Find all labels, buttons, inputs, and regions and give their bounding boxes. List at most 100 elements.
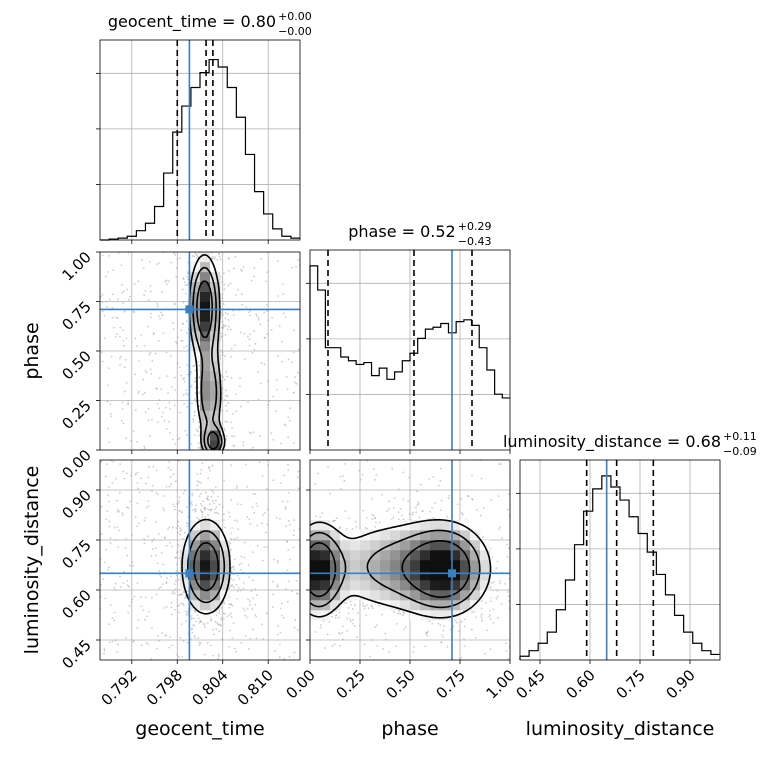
sample-point — [253, 275, 256, 278]
sample-point — [194, 369, 197, 372]
sample-point — [197, 392, 200, 395]
sample-point — [343, 479, 346, 482]
density-cell — [190, 271, 201, 282]
density-cell — [210, 390, 221, 401]
sample-point — [143, 447, 146, 450]
sample-point — [122, 302, 125, 305]
density-cell — [460, 600, 471, 611]
sample-point — [179, 533, 182, 536]
sample-point — [176, 653, 178, 656]
sample-point — [101, 254, 104, 257]
sample-point — [158, 532, 160, 535]
density-cell — [350, 570, 361, 581]
sample-point — [470, 628, 473, 631]
sample-point — [426, 634, 429, 637]
density-cell — [370, 560, 381, 571]
sample-point — [337, 632, 340, 634]
sample-point — [403, 612, 405, 615]
sample-point — [426, 631, 428, 634]
sample-point — [198, 481, 200, 484]
sample-point — [173, 252, 176, 254]
sample-point — [463, 618, 466, 621]
sample-point — [507, 595, 510, 598]
sample-point — [118, 357, 121, 360]
sample-point — [255, 637, 258, 640]
sample-point — [236, 536, 238, 539]
sample-point — [150, 555, 153, 557]
sample-point — [223, 617, 225, 620]
density-cell — [380, 590, 391, 601]
sample-point — [180, 339, 183, 342]
sample-point — [152, 465, 155, 468]
sample-point — [488, 615, 491, 618]
sample-point — [267, 464, 269, 466]
sample-point — [371, 518, 374, 520]
density-cell — [210, 380, 221, 391]
sample-point — [238, 385, 241, 388]
sample-point — [347, 606, 350, 609]
sample-point — [200, 469, 203, 471]
density-cell — [410, 580, 421, 591]
sample-point — [240, 293, 243, 296]
sample-point — [117, 643, 119, 646]
density-cell — [480, 560, 491, 571]
sample-point — [165, 582, 168, 584]
sample-point — [274, 650, 276, 653]
density-cell — [310, 530, 321, 541]
sample-point — [160, 576, 162, 578]
sample-point — [138, 522, 141, 525]
sample-point — [222, 327, 225, 329]
density-cell — [370, 530, 381, 541]
sample-point — [198, 495, 201, 498]
sample-point — [221, 353, 224, 356]
density-cell — [360, 550, 371, 561]
sample-point — [498, 463, 501, 466]
sample-point — [143, 391, 146, 394]
sample-point — [244, 609, 246, 612]
sample-point — [362, 604, 364, 607]
sample-point — [152, 538, 155, 541]
sample-point — [174, 389, 176, 392]
sample-point — [293, 626, 296, 629]
sample-point — [154, 521, 157, 523]
sample-point — [184, 595, 187, 598]
sample-point — [217, 512, 220, 515]
sample-point — [211, 628, 214, 631]
density-cell — [200, 400, 211, 411]
density-cell — [470, 580, 481, 591]
sample-point — [431, 622, 434, 625]
sample-point — [132, 310, 135, 313]
density-cell — [470, 590, 481, 601]
contour-line — [192, 266, 223, 450]
sample-point — [110, 415, 113, 418]
sample-point — [181, 655, 184, 658]
sample-point — [116, 526, 119, 528]
sample-point — [276, 379, 278, 381]
density-cell — [360, 540, 371, 551]
sample-point — [117, 529, 120, 532]
sample-point — [235, 410, 238, 413]
density-cell — [200, 520, 211, 531]
sample-point — [156, 402, 159, 405]
x-tick-label: 0.75 — [612, 666, 648, 702]
sample-point — [439, 624, 442, 626]
sample-point — [397, 488, 400, 491]
sample-point — [127, 298, 130, 301]
sample-point — [483, 652, 486, 655]
density-cell — [200, 321, 211, 332]
sample-point — [157, 339, 160, 342]
sample-point — [197, 637, 200, 639]
sample-point — [168, 485, 171, 488]
sample-point — [237, 528, 240, 531]
sample-point — [194, 398, 197, 400]
sample-point — [203, 653, 206, 656]
sample-point — [122, 329, 124, 332]
sample-point — [195, 428, 198, 431]
sample-point — [170, 606, 173, 609]
density-cell — [460, 530, 471, 541]
sample-point — [174, 556, 177, 559]
sample-point — [240, 303, 243, 306]
sample-point — [228, 257, 230, 259]
sample-point — [136, 627, 139, 630]
sample-point — [200, 505, 203, 507]
